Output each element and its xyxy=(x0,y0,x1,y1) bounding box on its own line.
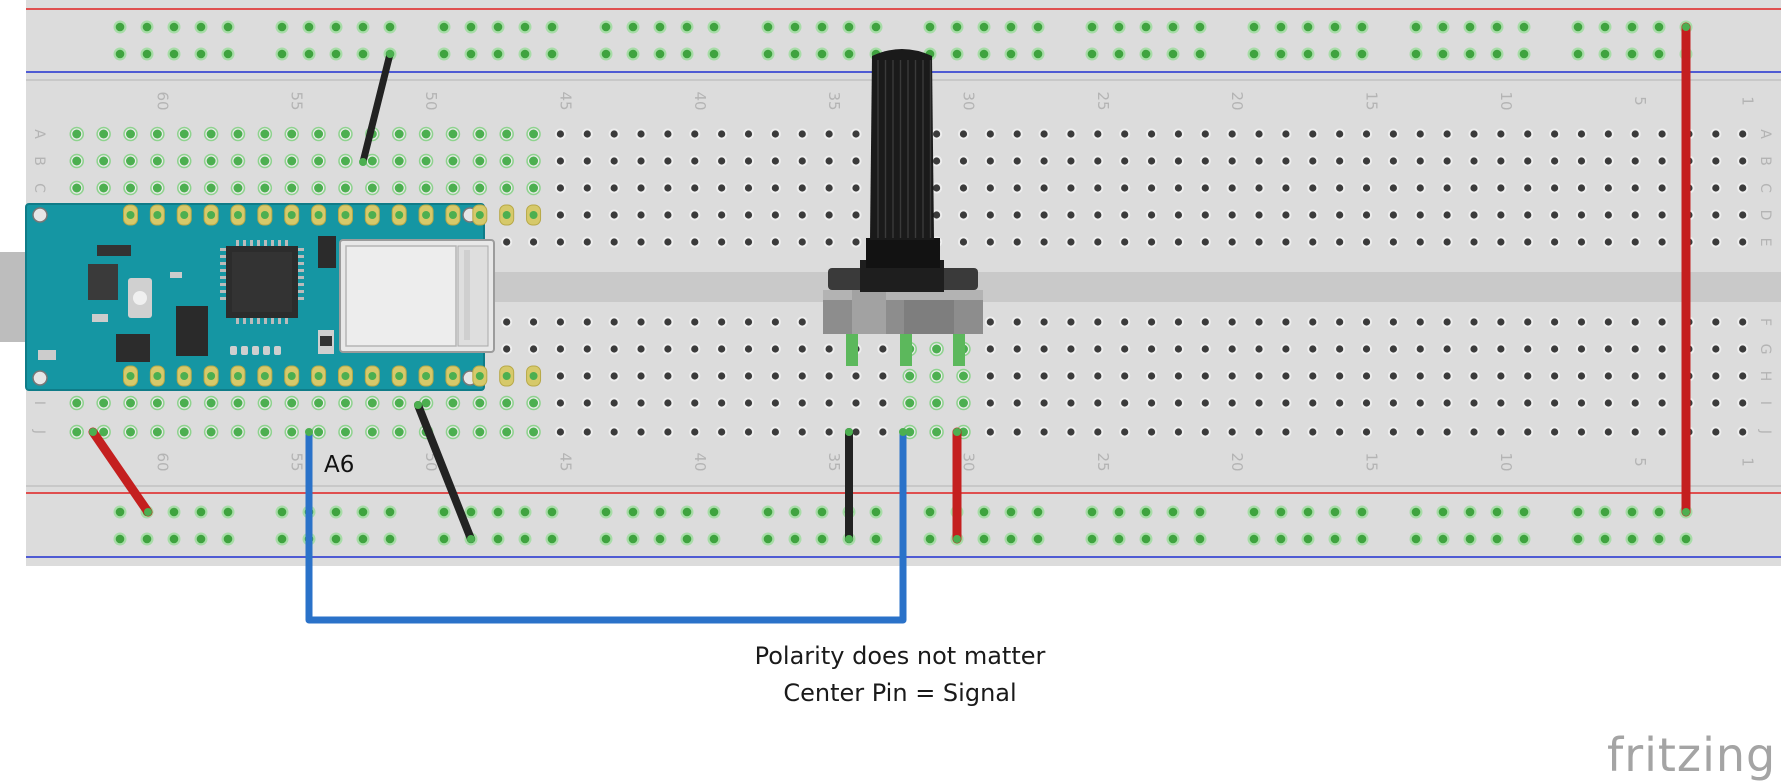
row-label: G xyxy=(1757,344,1773,355)
column-label: 30 xyxy=(959,452,977,471)
polarity-note: Polarity does not matter Center Pin = Si… xyxy=(640,638,1160,712)
row-label: J xyxy=(31,429,47,434)
column-label: 40 xyxy=(691,452,709,471)
column-label: 35 xyxy=(825,91,843,110)
column-label: 15 xyxy=(1363,91,1381,110)
row-label: D xyxy=(1757,210,1773,221)
column-label: 60 xyxy=(153,91,171,110)
column-label: 45 xyxy=(556,91,574,110)
gnd-top-rail-wire xyxy=(359,50,394,166)
column-label: 50 xyxy=(422,91,440,110)
column-label: 20 xyxy=(1228,452,1246,471)
column-label: 25 xyxy=(1094,91,1112,110)
column-label: 40 xyxy=(691,91,709,110)
column-label: 60 xyxy=(153,452,171,471)
row-label: E xyxy=(1757,238,1773,247)
signal-wire xyxy=(305,432,907,624)
row-label: I xyxy=(1757,401,1773,405)
column-label: 55 xyxy=(288,452,306,471)
column-label: 5 xyxy=(1631,96,1649,106)
column-label: 1 xyxy=(1739,96,1757,106)
row-label: A xyxy=(31,129,47,139)
row-label: B xyxy=(1757,156,1773,166)
gnd-left-rail-wire xyxy=(414,401,475,543)
column-label: 10 xyxy=(1497,91,1515,110)
column-label: 5 xyxy=(1631,457,1649,467)
row-label: H xyxy=(1757,371,1773,382)
fritzing-watermark: fritzing xyxy=(1607,728,1777,782)
arduino-nano-board xyxy=(0,203,542,391)
polarity-note-line2: Center Pin = Signal xyxy=(783,679,1017,707)
row-label: A xyxy=(1757,129,1773,139)
row-label: C xyxy=(1757,183,1773,193)
column-label: 25 xyxy=(1094,452,1112,471)
row-label: J xyxy=(1757,429,1773,434)
column-label: 15 xyxy=(1363,452,1381,471)
column-label: 45 xyxy=(556,452,574,471)
polarity-note-line1: Polarity does not matter xyxy=(754,642,1046,670)
signal-pin-label: A6 xyxy=(324,452,355,478)
column-label: 10 xyxy=(1497,452,1515,471)
rotary-potentiometer xyxy=(823,49,983,366)
vcc-left-rail-wire xyxy=(88,427,153,517)
column-label: 55 xyxy=(288,91,306,110)
row-label: C xyxy=(31,183,47,193)
row-label: F xyxy=(1757,318,1773,326)
wires xyxy=(88,22,1691,624)
column-label: 20 xyxy=(1228,91,1246,110)
column-labels: 6060555550504545404035353030252520201515… xyxy=(153,91,1756,471)
column-label: 1 xyxy=(1739,457,1757,467)
row-label: I xyxy=(31,401,47,405)
column-label: 35 xyxy=(825,452,843,471)
column-label: 30 xyxy=(959,91,977,110)
row-label: B xyxy=(31,156,47,166)
